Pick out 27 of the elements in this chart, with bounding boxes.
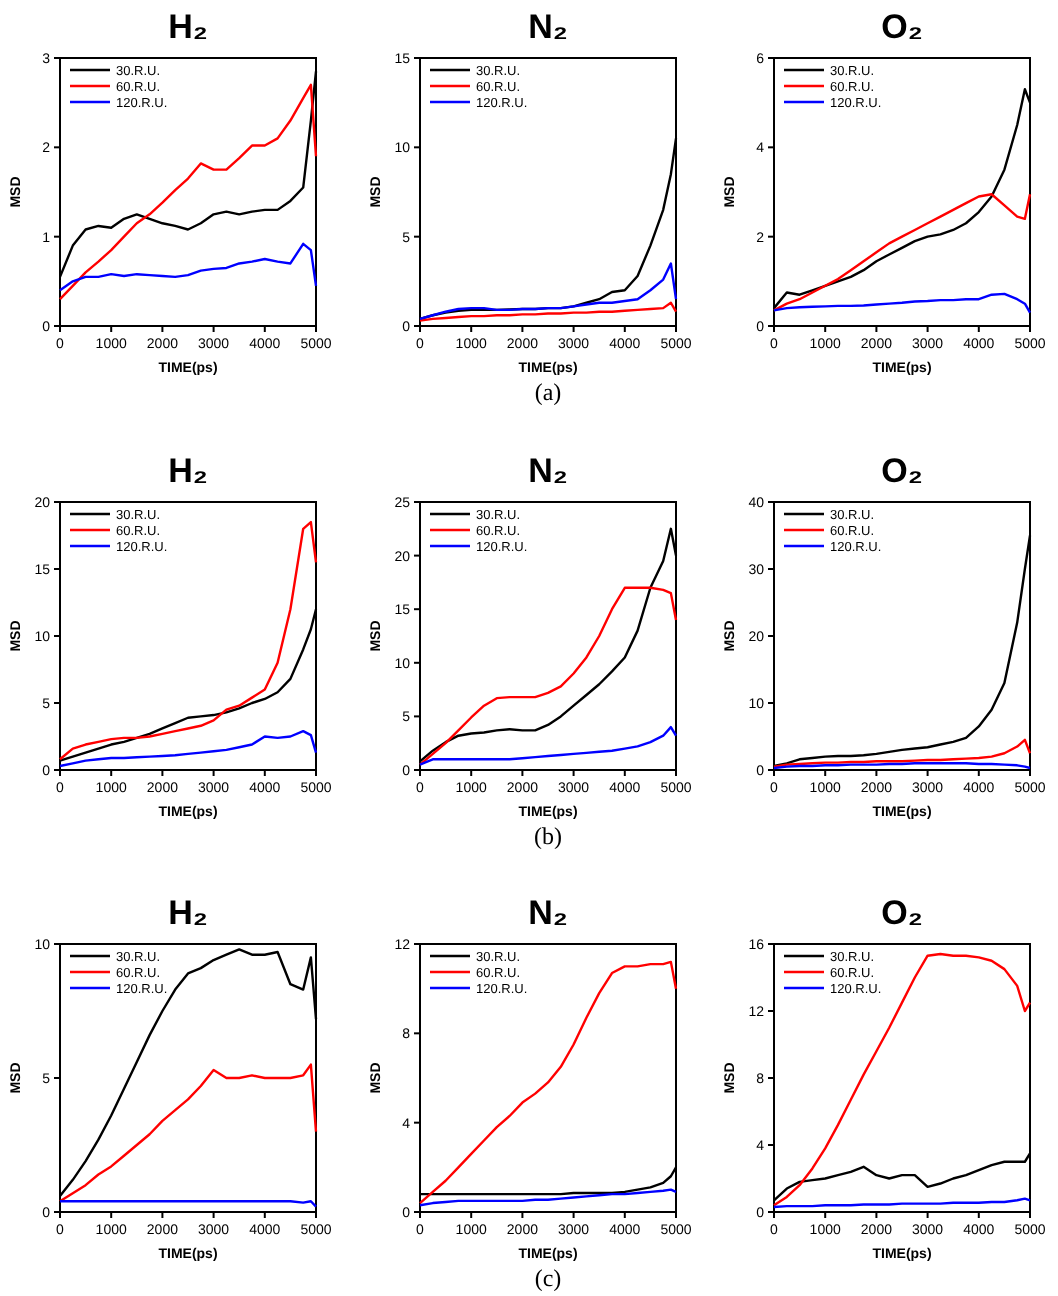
line-series bbox=[58, 1063, 318, 1203]
chart-title: O₂ bbox=[881, 452, 923, 490]
line-series bbox=[58, 242, 318, 292]
chart-title: N₂ bbox=[528, 8, 568, 46]
line-series bbox=[772, 952, 1032, 1207]
text: (a) bbox=[534, 378, 562, 406]
line-series bbox=[418, 301, 678, 322]
line-series bbox=[772, 738, 1032, 768]
text: (c) bbox=[534, 1264, 562, 1292]
line-series bbox=[418, 262, 678, 321]
chart-title: N₂ bbox=[528, 452, 568, 490]
line-series bbox=[418, 1188, 678, 1207]
line-series bbox=[772, 292, 1032, 314]
line-series bbox=[772, 193, 1032, 312]
chart-title: O₂ bbox=[881, 894, 923, 932]
chart-title: N₂ bbox=[528, 894, 568, 932]
line-series bbox=[58, 83, 318, 301]
line-series bbox=[418, 960, 678, 1205]
chart-title: H₂ bbox=[168, 8, 208, 46]
chart-title: H₂ bbox=[168, 452, 208, 490]
line-series bbox=[418, 725, 678, 766]
line-series bbox=[58, 520, 318, 761]
chart-title: H₂ bbox=[168, 894, 208, 932]
line-series bbox=[58, 729, 318, 768]
chart-title: O₂ bbox=[881, 8, 923, 46]
line-series bbox=[418, 586, 678, 766]
text: (b) bbox=[534, 822, 562, 850]
